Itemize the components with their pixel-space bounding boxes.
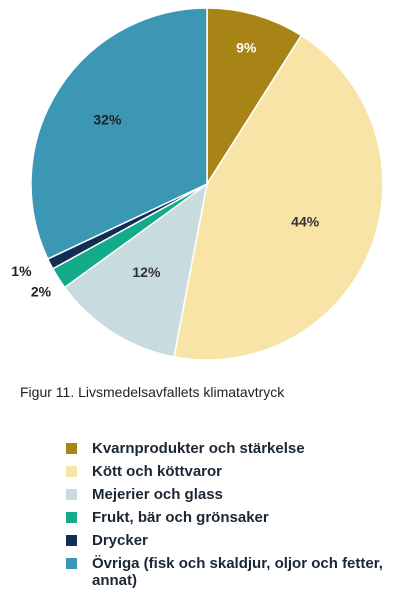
- legend-swatch: [66, 466, 77, 477]
- legend-swatch: [66, 512, 77, 523]
- legend-item: Mejerier och glass: [66, 486, 396, 503]
- legend-item: Frukt, bär och grönsaker: [66, 509, 396, 526]
- legend-item: Kvarnprodukter och stärkelse: [66, 440, 396, 457]
- slice-value-label: 44%: [291, 214, 320, 230]
- pie-slice: [206, 7, 303, 187]
- legend-item: Drycker: [66, 532, 396, 549]
- pie-slice: [63, 182, 209, 358]
- slice-value-label: 2%: [31, 284, 52, 300]
- legend-swatch: [66, 535, 77, 546]
- legend-item: Övriga (fisk och skaldjur, oljor och fet…: [66, 555, 396, 589]
- figure-caption: Figur 11. Livsmedelsavfallets klimatavtr…: [20, 384, 285, 400]
- slice-value-label: 32%: [93, 112, 122, 128]
- legend-label: Övriga (fisk och skaldjur, oljor och fet…: [92, 555, 383, 589]
- legend-label: Frukt, bär och grönsaker: [92, 509, 269, 526]
- slice-value-label: 9%: [236, 40, 257, 56]
- legend-label: Drycker: [92, 532, 148, 549]
- slice-value-label: 1%: [11, 263, 32, 279]
- legend-swatch: [66, 489, 77, 500]
- legend-swatch: [66, 443, 77, 454]
- slice-value-label: 12%: [132, 264, 161, 280]
- legend-label: Kött och köttvaror: [92, 463, 223, 480]
- pie-slice: [30, 7, 208, 260]
- pie-slice: [173, 34, 384, 361]
- legend-swatch: [66, 558, 77, 569]
- pie-chart: 9% 44% 12% 2% 1% 32%: [11, 7, 384, 361]
- legend-label: Kvarnprodukter och stärkelse: [92, 440, 305, 457]
- legend-label: Mejerier och glass: [92, 486, 223, 503]
- legend: Kvarnprodukter och stärkelse Kött och kö…: [66, 440, 396, 595]
- legend-item: Kött och köttvaror: [66, 463, 396, 480]
